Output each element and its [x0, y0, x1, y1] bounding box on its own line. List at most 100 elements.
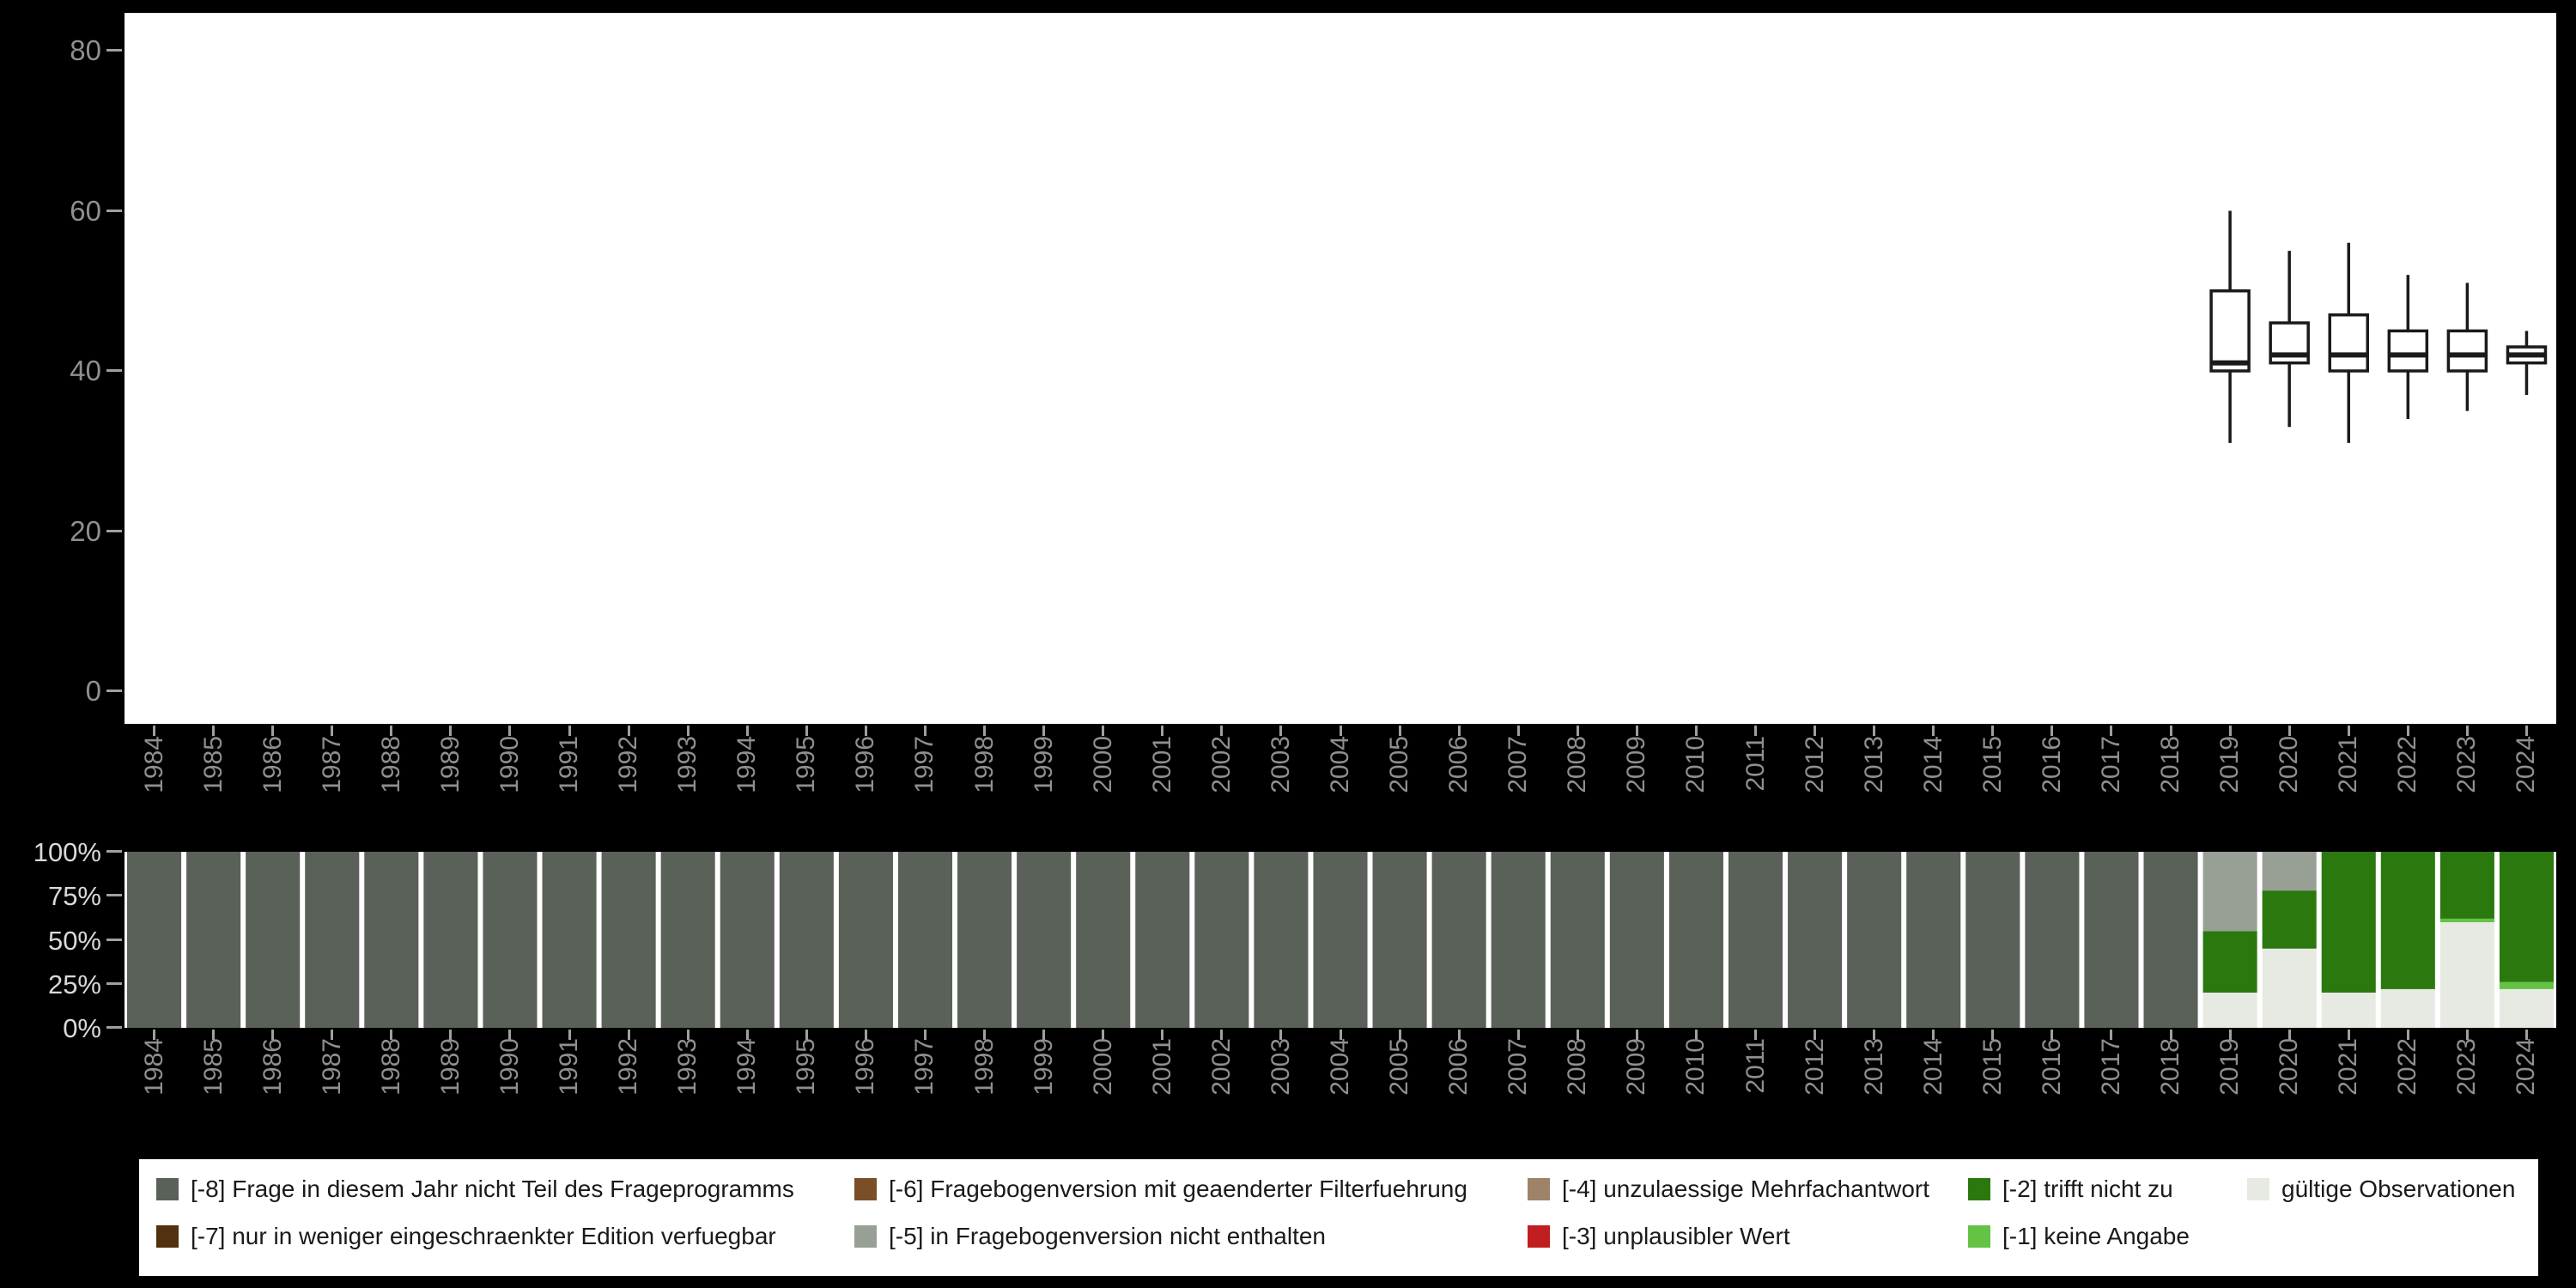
stacked-bar-chart	[127, 852, 2554, 1028]
x-axis-year-label: 2005	[1385, 1038, 1414, 1096]
segment--2	[2439, 852, 2494, 919]
legend-label: [-6] Fragebogenversion mit geaenderter F…	[889, 1176, 1467, 1202]
stacked-bar-2019	[2202, 852, 2257, 1028]
x-axis-year-label: 1999	[1029, 1038, 1058, 1096]
segment--8	[305, 852, 360, 1028]
stacked-bar-1990	[483, 852, 538, 1028]
x-axis-year-label: 2014	[1918, 1038, 1947, 1096]
x-axis-year-label: 1987	[317, 736, 346, 793]
x-axis-year-label: 1999	[1029, 736, 1058, 793]
segment--8	[2084, 852, 2139, 1028]
x-axis-year-label: 1994	[732, 736, 762, 793]
segment--8	[1728, 852, 1783, 1028]
x-tick-mark	[1339, 726, 1342, 736]
x-tick-mark	[864, 1030, 867, 1040]
x-axis-year-label: 1984	[139, 736, 168, 793]
segment-valid	[2380, 988, 2435, 1028]
x-tick-mark	[212, 726, 216, 736]
stacked-bar-2006	[1431, 852, 1486, 1028]
x-tick-mark	[1457, 726, 1461, 736]
boxplot-2020	[2269, 251, 2310, 428]
stacked-bar-1997	[897, 852, 953, 1028]
x-axis-year-label: 2018	[2156, 1038, 2185, 1096]
x-tick-mark	[2169, 1030, 2172, 1040]
legend-label: gültige Observationen	[2281, 1176, 2516, 1202]
x-axis-year-label: 1998	[969, 1038, 999, 1096]
segment-valid	[2262, 948, 2317, 1028]
legend-label: [-3] unplausibler Wert	[1562, 1223, 1790, 1249]
x-axis-year-label: 1987	[317, 1038, 346, 1096]
x-axis-year-label: 1991	[555, 1038, 584, 1096]
x-axis-year-label: 2013	[1859, 1038, 1888, 1096]
legend-item--8: [-8] Frage in diesem Jahr nicht Teil des…	[156, 1172, 794, 1206]
x-axis-year-label: 2012	[1800, 1038, 1829, 1096]
y-tick-mark	[106, 49, 122, 52]
y-tick-mark	[106, 1026, 122, 1029]
x-tick-mark	[2228, 726, 2232, 736]
x-tick-mark	[1814, 1030, 1817, 1040]
x-axis-year-label: 2015	[1978, 736, 2007, 793]
legend-swatch-valid	[2247, 1178, 2269, 1200]
x-axis-year-label: 2006	[1444, 1038, 1473, 1096]
x-axis-year-label: 2020	[2275, 736, 2304, 793]
x-axis-year-label: 2022	[2393, 1038, 2422, 1096]
x-axis-year-label: 1998	[969, 736, 999, 793]
segment--8	[2025, 852, 2080, 1028]
x-tick-mark	[271, 1030, 275, 1040]
x-tick-mark	[1576, 726, 1579, 736]
x-axis-year-label: 2010	[1681, 736, 1710, 793]
x-axis-year-label: 2007	[1504, 736, 1533, 793]
x-tick-mark	[1694, 1030, 1698, 1040]
x-tick-mark	[2465, 1030, 2469, 1040]
segment--8	[1906, 852, 1961, 1028]
boxplot-panel	[125, 13, 2556, 724]
x-axis-year-label: 2011	[1741, 736, 1770, 792]
x-tick-mark	[1279, 726, 1283, 736]
x-axis-year-label: 2019	[2215, 736, 2245, 793]
segment--8	[720, 852, 775, 1028]
x-tick-mark	[2524, 1030, 2528, 1040]
stacked-bar-2020	[2262, 852, 2317, 1028]
stacked-bar-1995	[779, 852, 834, 1028]
segment--8	[957, 852, 1012, 1028]
x-axis-year-label: 2021	[2334, 736, 2363, 793]
legend-item--2: [-2] trifft nicht zu	[1968, 1172, 2173, 1206]
legend-swatch--6	[854, 1178, 877, 1200]
segment--2	[2499, 852, 2554, 982]
x-axis-year-label: 1992	[614, 736, 643, 793]
x-axis-year-label: 2010	[1681, 1038, 1710, 1096]
stacked-bar-2005	[1372, 852, 1427, 1028]
x-axis-year-label: 2002	[1206, 736, 1236, 793]
x-axis-year-label: 2020	[2275, 1038, 2304, 1096]
x-axis-year-label: 2003	[1266, 1038, 1295, 1096]
segment--8	[1254, 852, 1309, 1028]
stacked-bar-2015	[1965, 852, 2020, 1028]
boxplot-y-tick-label: 80	[70, 34, 101, 66]
x-axis-year-label: 2009	[1622, 1038, 1651, 1096]
x-axis-year-label: 2024	[2512, 1038, 2541, 1096]
stacked-bar-2011	[1728, 852, 1783, 1028]
x-tick-mark	[1339, 1030, 1342, 1040]
y-tick-mark	[106, 938, 122, 941]
x-tick-mark	[508, 726, 512, 736]
x-tick-mark	[1516, 1030, 1520, 1040]
x-axis-year-label: 2000	[1088, 1038, 1117, 1096]
legend-swatch--7	[156, 1225, 179, 1248]
x-axis-year-label: 2004	[1326, 1038, 1354, 1096]
segment--8	[542, 852, 597, 1028]
x-tick-mark	[1161, 726, 1164, 736]
x-axis-year-label: 2009	[1622, 736, 1651, 793]
x-tick-mark	[983, 1030, 987, 1040]
x-axis-year-label: 2023	[2452, 736, 2482, 793]
y-tick-mark	[106, 529, 122, 532]
stacked-bar-1991	[542, 852, 597, 1028]
x-tick-mark	[627, 1030, 630, 1040]
segment--8	[1609, 852, 1664, 1028]
x-axis-year-label: 2007	[1504, 1038, 1533, 1096]
x-tick-mark	[1814, 726, 1817, 736]
stacked-bar-1993	[660, 852, 715, 1028]
x-tick-mark	[2406, 1030, 2409, 1040]
x-tick-mark	[923, 1030, 927, 1040]
x-axis-year-label: 2002	[1206, 1038, 1236, 1096]
x-axis-year-label: 1993	[673, 736, 702, 793]
